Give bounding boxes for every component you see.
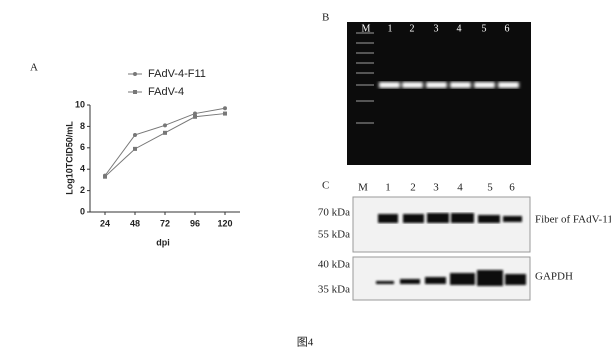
marker xyxy=(223,106,227,111)
blot-top-bands xyxy=(378,213,522,223)
marker xyxy=(163,130,167,135)
lane-label: M xyxy=(362,23,371,34)
panel-label: C xyxy=(322,180,329,192)
lane-label: 1 xyxy=(388,23,393,34)
marker xyxy=(133,132,137,137)
x-axis-title: dpi xyxy=(156,237,170,247)
lane-label: 6 xyxy=(505,23,510,34)
legend-label: FAdV-4 xyxy=(148,86,184,98)
lane-label: M xyxy=(358,182,368,194)
y-tick-label: 2 xyxy=(80,185,85,195)
x-tick-label: 96 xyxy=(190,218,200,228)
lane-label: 3 xyxy=(434,23,439,34)
lane-label: 2 xyxy=(410,182,416,194)
y-tick-label: 4 xyxy=(80,164,85,174)
lane-label: 1 xyxy=(385,182,391,194)
gel-lane-labels: M 1 2 3 4 5 6 xyxy=(362,23,510,34)
blot-lane-labels: M 1 2 3 4 5 6 xyxy=(358,182,515,194)
gel-image xyxy=(347,22,531,165)
x-tick-label: 72 xyxy=(160,218,170,228)
marker-label: 40 kDa xyxy=(318,259,350,271)
marker xyxy=(193,114,197,119)
blot-bottom-bands xyxy=(376,270,526,286)
x-tick-label: 48 xyxy=(130,218,140,228)
gel-bands xyxy=(379,82,519,88)
marker-label: 55 kDa xyxy=(318,229,350,241)
lane-label: 4 xyxy=(457,182,463,194)
series-line xyxy=(104,107,226,176)
caption: 图4 xyxy=(297,336,314,349)
y-axis-title: Log10TCID50/mL xyxy=(64,121,74,195)
lane-label: 2 xyxy=(410,23,415,34)
x-tick-label: 24 xyxy=(100,218,110,228)
y-tick-label: 0 xyxy=(80,206,85,216)
gel-ladder xyxy=(356,32,374,124)
legend-marker xyxy=(133,90,137,94)
lane-label: 4 xyxy=(457,23,462,34)
blot-label: GAPDH xyxy=(535,271,573,283)
blot-top xyxy=(352,196,531,253)
marker xyxy=(223,111,227,116)
marker xyxy=(163,123,167,128)
lane-label: 5 xyxy=(487,182,493,194)
y-tick-label: 10 xyxy=(75,99,85,109)
legend-marker xyxy=(133,72,137,76)
series-line xyxy=(104,113,226,178)
marker xyxy=(133,146,137,151)
panel-label: A xyxy=(30,62,38,74)
panel-label: B xyxy=(322,12,329,24)
legend-label: FAdV-4-F11 xyxy=(148,68,206,80)
lane-label: 3 xyxy=(433,182,439,194)
y-tick-label: 8 xyxy=(80,121,85,131)
marker-label: 35 kDa xyxy=(318,284,350,296)
marker xyxy=(193,111,197,116)
lane-label: 6 xyxy=(509,182,515,194)
x-tick-label: 120 xyxy=(217,218,232,228)
blot-label: Fiber of FAdV-11 xyxy=(535,214,611,226)
lane-label: 5 xyxy=(482,23,487,34)
y-tick-label: 6 xyxy=(80,142,85,152)
marker xyxy=(103,174,107,179)
marker-label: 70 kDa xyxy=(318,207,350,219)
